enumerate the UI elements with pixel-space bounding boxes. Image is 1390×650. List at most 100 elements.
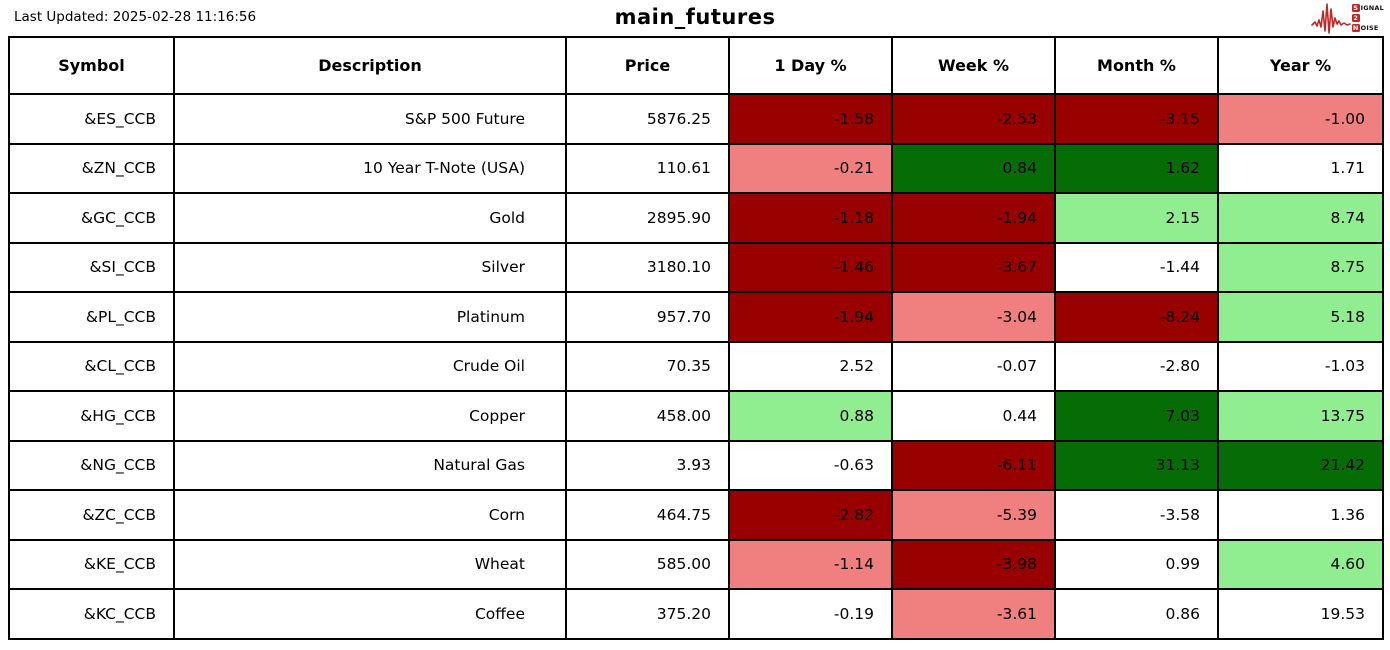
symbol-cell: &CL_CCB	[8, 340, 175, 392]
description-cell: Silver	[173, 241, 567, 293]
month-pct-cell: -3.58	[1054, 489, 1219, 541]
year-pct-cell: 21.42	[1217, 439, 1384, 491]
year-pct-cell: 1.36	[1217, 489, 1384, 541]
day-pct-cell: -2.82	[728, 489, 893, 541]
symbol-cell: &ZC_CCB	[8, 489, 175, 541]
month-pct-cell: -2.80	[1054, 340, 1219, 392]
description-cell: Coffee	[173, 588, 567, 640]
table-row: &PL_CCB Platinum 957.70 -1.94 -3.04 -8.24 5.18	[8, 291, 1384, 343]
day-pct-cell: -1.94	[728, 291, 893, 343]
col-header-week: Week %	[891, 36, 1056, 95]
day-pct-cell: -1.58	[728, 93, 893, 145]
symbol-cell: &ES_CCB	[8, 93, 175, 145]
description-cell: Copper	[173, 390, 567, 442]
price-cell: 375.20	[565, 588, 730, 640]
table-row: &NG_CCB Natural Gas 3.93 -0.63 -6.11 31.13 21.…	[8, 439, 1384, 491]
week-pct-cell: 0.84	[891, 142, 1056, 194]
week-pct-cell: 0.44	[891, 390, 1056, 442]
year-pct-cell: -1.00	[1217, 93, 1384, 145]
table-row: &GC_CCB Gold 2895.90 -1.18 -1.94 2.15 8.74	[8, 192, 1384, 244]
week-pct-cell: -6.11	[891, 439, 1056, 491]
description-cell: Corn	[173, 489, 567, 541]
description-cell: S&P 500 Future	[173, 93, 567, 145]
col-header-month: Month %	[1054, 36, 1219, 95]
description-cell: Wheat	[173, 538, 567, 590]
price-cell: 585.00	[565, 538, 730, 590]
price-cell: 464.75	[565, 489, 730, 541]
description-cell: Gold	[173, 192, 567, 244]
waveform-icon	[1310, 3, 1351, 34]
table-row: &ZN_CCB 10 Year T-Note (USA) 110.61 -0.21 0.…	[8, 142, 1384, 194]
page-title: main_futures	[614, 5, 776, 29]
month-pct-cell: 1.62	[1054, 142, 1219, 194]
table-row: &CL_CCB Crude Oil 70.35 2.52 -0.07 -2.80 -1.03	[8, 340, 1384, 392]
table-row: &ZC_CCB Corn 464.75 -2.82 -5.39 -3.58 1.36	[8, 489, 1384, 541]
description-cell: Platinum	[173, 291, 567, 343]
top-bar: Last Updated: 2025-02-28 11:16:56 main_f…	[0, 0, 1390, 36]
day-pct-cell: -0.63	[728, 439, 893, 491]
table-row: &KE_CCB Wheat 585.00 -1.14 -3.98 0.99 4.60	[8, 538, 1384, 590]
table-row: &KC_CCB Coffee 375.20 -0.19 -3.61 0.86 19.53	[8, 588, 1384, 640]
month-pct-cell: -8.24	[1054, 291, 1219, 343]
header-row: Symbol Description Price 1 Day % Week % …	[8, 36, 1384, 95]
col-header-year: Year %	[1217, 36, 1384, 95]
day-pct-cell: 2.52	[728, 340, 893, 392]
year-pct-cell: 13.75	[1217, 390, 1384, 442]
month-pct-cell: 7.03	[1054, 390, 1219, 442]
week-pct-cell: -3.61	[891, 588, 1056, 640]
col-header-description: Description	[173, 36, 567, 95]
symbol-cell: &SI_CCB	[8, 241, 175, 293]
week-pct-cell: -1.94	[891, 192, 1056, 244]
symbol-cell: &KC_CCB	[8, 588, 175, 640]
day-pct-cell: -1.14	[728, 538, 893, 590]
year-pct-cell: 4.60	[1217, 538, 1384, 590]
description-cell: 10 Year T-Note (USA)	[173, 142, 567, 194]
week-pct-cell: -0.07	[891, 340, 1056, 392]
price-cell: 3.93	[565, 439, 730, 491]
symbol-cell: &PL_CCB	[8, 291, 175, 343]
last-updated-label: Last Updated: 2025-02-28 11:16:56	[14, 9, 257, 25]
logo-letter-n: N	[1351, 24, 1360, 32]
month-pct-cell: -3.15	[1054, 93, 1219, 145]
year-pct-cell: 19.53	[1217, 588, 1384, 640]
year-pct-cell: 8.75	[1217, 241, 1384, 293]
price-cell: 70.35	[565, 340, 730, 392]
day-pct-cell: 0.88	[728, 390, 893, 442]
price-cell: 957.70	[565, 291, 730, 343]
week-pct-cell: -3.67	[891, 241, 1056, 293]
logo-word-oise: OISE	[1360, 24, 1379, 32]
symbol-cell: &HG_CCB	[8, 390, 175, 442]
logo-letter-s: S	[1351, 4, 1360, 12]
symbol-cell: &NG_CCB	[8, 439, 175, 491]
signal2noise-logo: S IGNAL 2 N OISE	[1310, 1, 1384, 35]
logo-letter-2: 2	[1351, 14, 1360, 22]
year-pct-cell: 5.18	[1217, 291, 1384, 343]
col-header-symbol: Symbol	[8, 36, 175, 95]
day-pct-cell: -0.21	[728, 142, 893, 194]
col-header-1day: 1 Day %	[728, 36, 893, 95]
day-pct-cell: -1.18	[728, 192, 893, 244]
month-pct-cell: -1.44	[1054, 241, 1219, 293]
week-pct-cell: -3.98	[891, 538, 1056, 590]
week-pct-cell: -5.39	[891, 489, 1056, 541]
price-cell: 3180.10	[565, 241, 730, 293]
description-cell: Natural Gas	[173, 439, 567, 491]
week-pct-cell: -3.04	[891, 291, 1056, 343]
table-row: &ES_CCB S&P 500 Future 5876.25 -1.58 -2.53 -3…	[8, 93, 1384, 145]
logo-word-ignal: IGNAL	[1360, 4, 1384, 12]
price-cell: 458.00	[565, 390, 730, 442]
month-pct-cell: 31.13	[1054, 439, 1219, 491]
price-cell: 2895.90	[565, 192, 730, 244]
year-pct-cell: 8.74	[1217, 192, 1384, 244]
week-pct-cell: -2.53	[891, 93, 1056, 145]
price-cell: 110.61	[565, 142, 730, 194]
month-pct-cell: 0.86	[1054, 588, 1219, 640]
year-pct-cell: 1.71	[1217, 142, 1384, 194]
futures-table: Symbol Description Price 1 Day % Week % …	[8, 36, 1384, 640]
month-pct-cell: 2.15	[1054, 192, 1219, 244]
day-pct-cell: -0.19	[728, 588, 893, 640]
symbol-cell: &KE_CCB	[8, 538, 175, 590]
day-pct-cell: -1.46	[728, 241, 893, 293]
table-row: &SI_CCB Silver 3180.10 -1.46 -3.67 -1.44 8.75	[8, 241, 1384, 293]
table-row: &HG_CCB Copper 458.00 0.88 0.44 7.03 13.75	[8, 390, 1384, 442]
